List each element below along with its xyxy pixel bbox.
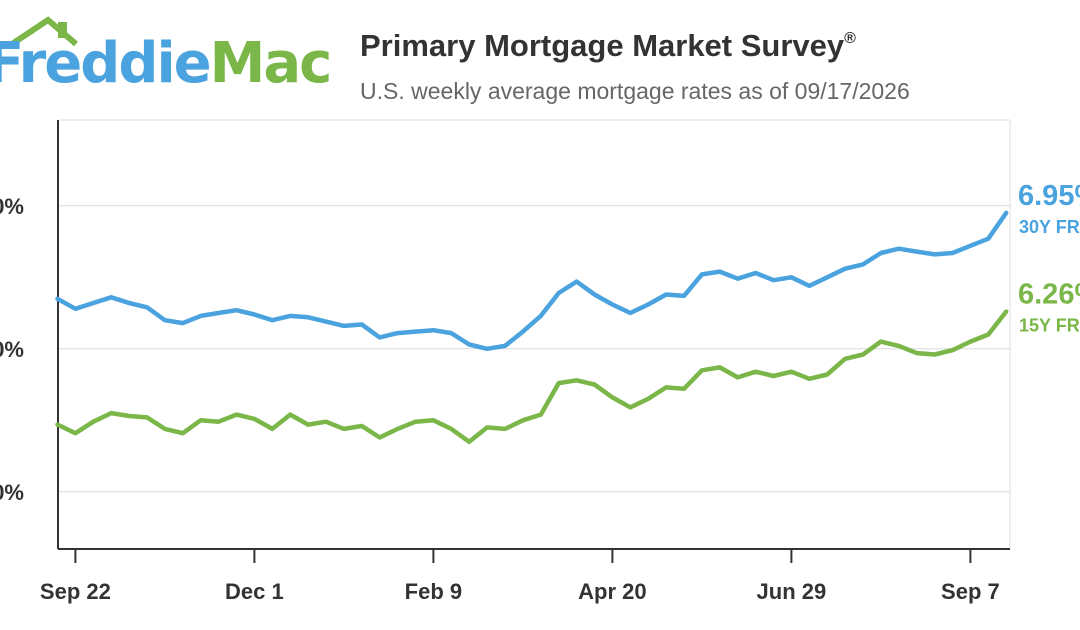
end-value-label: 6.95%: [1018, 180, 1080, 212]
gridlines: [58, 119, 1011, 549]
house-roof-icon: [10, 16, 78, 47]
x-tick-label: Dec 1: [225, 579, 284, 604]
series-lines: [55, 210, 1009, 445]
y-tick-label: 5.00%: [0, 480, 24, 505]
page-subtitle: U.S. weekly average mortgage rates as of…: [360, 78, 910, 104]
freddie-mac-logo: FreddieMac: [0, 14, 330, 109]
series-line-15y: [55, 309, 1009, 445]
y-tick-label: 6.00%: [0, 337, 24, 362]
logo-wordmark: FreddieMac: [0, 36, 330, 92]
x-tick-label: Sep 22: [40, 579, 111, 604]
series-name-label: 15Y FRM: [1019, 316, 1080, 336]
logo-word-mac: Mac: [209, 31, 330, 96]
logo-word-freddie: Freddie: [0, 31, 212, 96]
series-name-label: 30Y FRM: [1019, 217, 1080, 237]
y-axis-labels: 5.00% 6.00% 7.00%: [0, 194, 24, 505]
x-tick-label: Feb 9: [405, 579, 462, 604]
registered-mark: ®: [844, 30, 856, 47]
axes: [57, 120, 1010, 550]
y-tick-label: 7.00%: [0, 194, 24, 219]
title-text: Primary Mortgage Market Survey: [360, 28, 845, 63]
page-title: Primary Mortgage Market Survey®: [360, 28, 856, 64]
end-labels: 6.95% 30Y FRM 6.26% 15Y FRM: [1018, 180, 1080, 336]
end-value-label: 6.26%: [1018, 279, 1080, 311]
x-tick-label: Apr 20: [578, 579, 646, 604]
x-tick-label: Jun 29: [757, 579, 827, 604]
x-tick-label: Sep 7: [941, 579, 1000, 604]
x-axis-ticks: Sep 22 Dec 1 Feb 9 Apr 20 Jun 29 Sep 7: [40, 549, 1000, 604]
series-line-30y: [55, 210, 1009, 352]
